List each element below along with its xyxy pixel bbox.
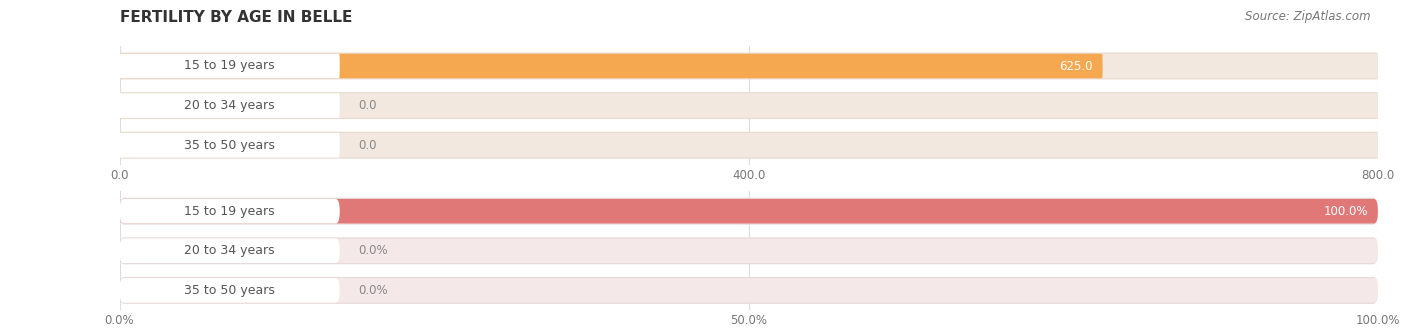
- Text: 0.0: 0.0: [359, 99, 377, 112]
- Text: 100.0%: 100.0%: [1323, 205, 1368, 218]
- Text: 0.0%: 0.0%: [359, 244, 388, 257]
- Text: 0.0%: 0.0%: [359, 284, 388, 297]
- Text: 15 to 19 years: 15 to 19 years: [184, 205, 276, 218]
- FancyBboxPatch shape: [120, 54, 340, 78]
- Text: 15 to 19 years: 15 to 19 years: [184, 59, 276, 73]
- FancyBboxPatch shape: [120, 278, 340, 303]
- FancyBboxPatch shape: [120, 92, 1378, 119]
- FancyBboxPatch shape: [120, 199, 340, 223]
- Text: FERTILITY BY AGE IN BELLE: FERTILITY BY AGE IN BELLE: [120, 10, 352, 25]
- FancyBboxPatch shape: [120, 54, 1102, 78]
- Text: Source: ZipAtlas.com: Source: ZipAtlas.com: [1246, 10, 1371, 23]
- FancyBboxPatch shape: [120, 52, 1378, 80]
- FancyBboxPatch shape: [120, 278, 1378, 303]
- FancyBboxPatch shape: [120, 277, 1378, 304]
- FancyBboxPatch shape: [120, 133, 340, 157]
- FancyBboxPatch shape: [120, 93, 1378, 118]
- FancyBboxPatch shape: [120, 133, 1378, 157]
- FancyBboxPatch shape: [120, 93, 340, 118]
- FancyBboxPatch shape: [120, 239, 1378, 263]
- Text: 20 to 34 years: 20 to 34 years: [184, 99, 276, 112]
- FancyBboxPatch shape: [120, 54, 1378, 78]
- FancyBboxPatch shape: [120, 199, 1378, 223]
- Text: 625.0: 625.0: [1059, 59, 1092, 73]
- FancyBboxPatch shape: [120, 132, 1378, 159]
- FancyBboxPatch shape: [120, 239, 340, 263]
- Text: 20 to 34 years: 20 to 34 years: [184, 244, 276, 257]
- FancyBboxPatch shape: [120, 199, 1378, 223]
- FancyBboxPatch shape: [120, 198, 1378, 225]
- Text: 35 to 50 years: 35 to 50 years: [184, 139, 276, 152]
- Text: 0.0: 0.0: [359, 139, 377, 152]
- FancyBboxPatch shape: [120, 237, 1378, 264]
- Text: 35 to 50 years: 35 to 50 years: [184, 284, 276, 297]
